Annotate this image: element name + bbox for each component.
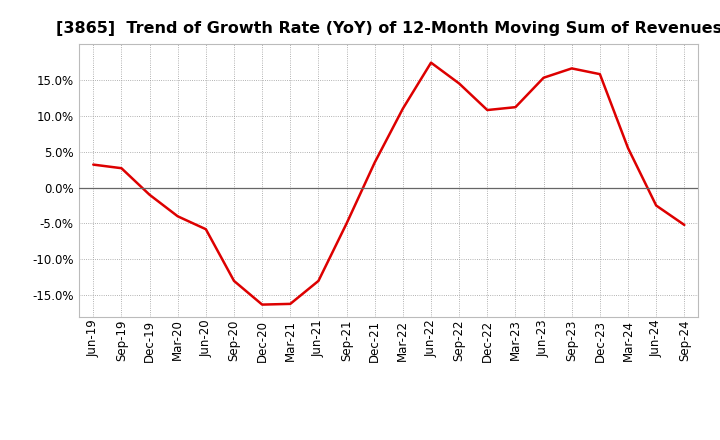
Title: [3865]  Trend of Growth Rate (YoY) of 12-Month Moving Sum of Revenues: [3865] Trend of Growth Rate (YoY) of 12-… (55, 21, 720, 36)
